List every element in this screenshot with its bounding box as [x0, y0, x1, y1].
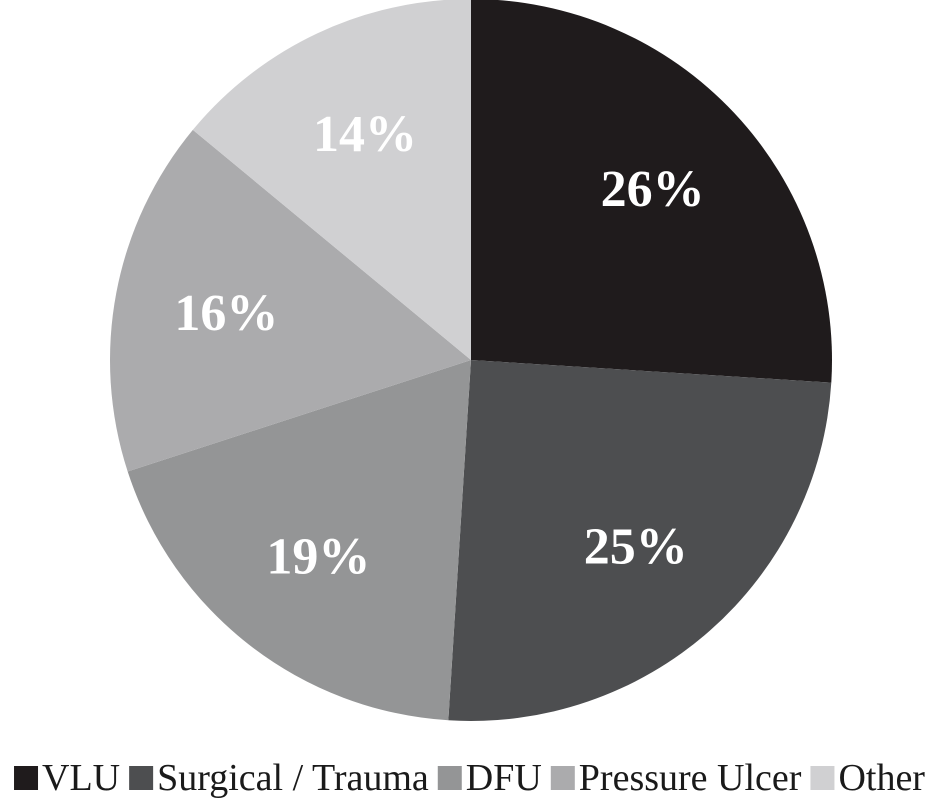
legend-item-surgical-trauma: Surgical / Trauma [129, 757, 429, 799]
pie-slice-labels: 26% 25% 19% 16% 14% [174, 106, 704, 585]
legend-item-other: Other [810, 757, 925, 799]
legend-label-surgical-trauma: Surgical / Trauma [157, 757, 429, 799]
legend-swatch-surgical-trauma [129, 766, 154, 790]
pie-slices [110, 0, 832, 722]
legend-swatch-other [810, 766, 835, 790]
legend-swatch-dfu [437, 766, 462, 790]
pie-slice-pressure-ulcer [110, 129, 472, 472]
legend-item-pressure-ulcer: Pressure Ulcer [550, 757, 802, 799]
legend-item-dfu: DFU [437, 757, 542, 799]
pie-slice-surgical-trauma [448, 360, 832, 722]
pie-slice-other [192, 0, 471, 360]
legend-label-other: Other [838, 757, 925, 799]
slice-label-pressure-ulcer: 16% [174, 285, 278, 342]
legend-label-pressure-ulcer: Pressure Ulcer [579, 757, 802, 799]
legend-label-dfu: DFU [466, 757, 542, 799]
legend-label-vlu: VLU [42, 757, 120, 799]
pie-slice-dfu [127, 360, 472, 721]
slice-label-dfu: 19% [266, 528, 370, 585]
legend-item-vlu: VLU [14, 757, 120, 799]
pie-slice-vlu [471, 0, 832, 383]
legend-swatch-vlu [14, 766, 39, 790]
slice-label-vlu: 26% [601, 161, 705, 218]
slice-label-other: 14% [313, 106, 417, 163]
slice-label-surgical-trauma: 25% [584, 518, 688, 575]
legend: VLU Surgical / Trauma DFU Pressure Ulcer Oth… [14, 757, 925, 799]
legend-swatch-pressure-ulcer [550, 766, 575, 790]
